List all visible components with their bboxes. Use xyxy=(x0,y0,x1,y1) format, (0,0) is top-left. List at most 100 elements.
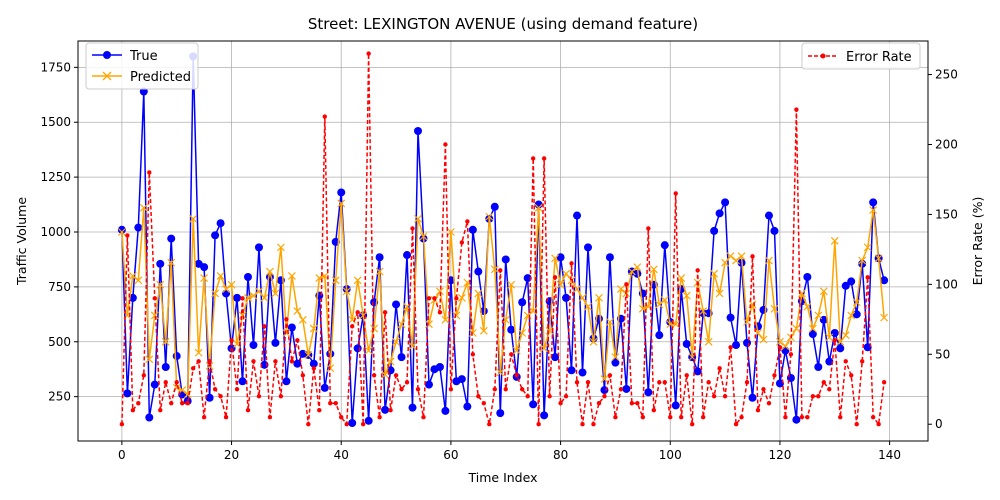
point-predicted xyxy=(880,313,889,322)
point-true xyxy=(605,253,614,262)
point-error-rate xyxy=(706,380,711,385)
point-error-rate xyxy=(437,310,443,315)
point-predicted xyxy=(457,293,466,302)
point-predicted xyxy=(348,315,357,324)
point-predicted xyxy=(649,265,658,274)
y-tick-label: 1750 xyxy=(40,60,71,74)
point-true xyxy=(408,403,417,412)
point-error-rate xyxy=(174,380,179,385)
point-true xyxy=(293,359,302,368)
point-error-rate xyxy=(344,422,349,427)
point-predicted xyxy=(156,280,165,289)
point-error-rate xyxy=(733,422,739,427)
point-error-rate xyxy=(465,219,470,224)
point-predicted xyxy=(847,311,856,320)
point-error-rate xyxy=(410,226,415,231)
y2-tick-label: 250 xyxy=(935,68,958,82)
point-predicted xyxy=(293,307,302,315)
point-error-rate xyxy=(317,408,322,413)
point-predicted xyxy=(468,329,477,337)
legend-left: True Predicted xyxy=(85,42,199,90)
point-predicted xyxy=(682,291,691,300)
point-predicted xyxy=(852,298,861,307)
point-error-rate xyxy=(377,415,382,420)
legend-right-box xyxy=(801,42,921,70)
point-true xyxy=(792,415,801,424)
point-predicted xyxy=(238,311,247,320)
point-predicted xyxy=(282,329,291,337)
y-tick-label: 250 xyxy=(48,390,71,404)
point-true xyxy=(584,243,592,252)
point-true xyxy=(200,263,209,272)
point-true xyxy=(710,226,719,235)
point-error-rate xyxy=(147,170,152,175)
point-error-rate xyxy=(673,191,678,196)
point-true xyxy=(172,352,181,361)
point-predicted xyxy=(304,351,313,359)
point-true xyxy=(655,331,664,340)
point-true xyxy=(743,338,752,347)
point-predicted xyxy=(584,302,592,311)
point-predicted xyxy=(721,258,730,267)
y2-tick-label: 200 xyxy=(935,137,958,151)
x-tick-label: 60 xyxy=(443,448,458,462)
point-true xyxy=(117,225,126,234)
point-true xyxy=(441,406,450,415)
point-predicted xyxy=(704,337,713,346)
point-error-rate xyxy=(492,387,497,392)
point-error-rate xyxy=(196,359,201,364)
point-predicted xyxy=(128,271,137,280)
point-predicted xyxy=(518,329,527,337)
point-predicted xyxy=(161,337,170,346)
point-predicted xyxy=(606,318,614,326)
point-predicted xyxy=(233,340,241,348)
point-predicted xyxy=(249,291,258,300)
point-predicted xyxy=(134,276,143,285)
point-true xyxy=(501,255,510,264)
point-error-rate xyxy=(256,394,262,399)
point-predicted xyxy=(677,274,686,283)
point-true xyxy=(847,277,856,286)
point-predicted xyxy=(671,320,680,329)
point-true xyxy=(128,293,137,302)
point-predicted xyxy=(194,348,203,357)
point-predicted xyxy=(436,287,444,296)
point-error-rate xyxy=(870,415,876,420)
point-predicted xyxy=(145,355,154,364)
point-error-rate xyxy=(185,401,190,406)
point-error-rate xyxy=(212,387,218,392)
point-error-rate xyxy=(136,401,141,406)
point-predicted xyxy=(534,203,543,212)
point-true xyxy=(852,310,861,319)
point-true xyxy=(222,289,231,298)
point-predicted xyxy=(150,311,159,320)
point-predicted xyxy=(540,344,549,353)
legend-error-marker xyxy=(820,53,826,59)
point-error-rate xyxy=(750,254,755,259)
point-error-rate xyxy=(865,275,870,280)
y2-tick-label: 150 xyxy=(935,207,958,221)
point-error-rate xyxy=(618,387,624,392)
point-true xyxy=(490,202,499,211)
point-predicted xyxy=(353,276,362,285)
point-error-rate xyxy=(476,394,481,399)
chart-title: Street: LEXINGTON AVENUE (using demand f… xyxy=(308,15,698,33)
point-true xyxy=(468,225,477,234)
point-error-rate xyxy=(487,422,492,427)
point-predicted xyxy=(397,320,406,329)
point-error-rate xyxy=(306,422,311,427)
point-error-rate xyxy=(805,415,810,420)
point-error-rate xyxy=(470,352,476,357)
point-error-rate xyxy=(448,387,454,392)
point-predicted xyxy=(655,300,664,309)
point-error-rate xyxy=(498,268,503,273)
point-predicted xyxy=(792,324,801,333)
point-true xyxy=(693,367,702,376)
point-true xyxy=(633,269,642,278)
point-error-rate xyxy=(223,415,229,420)
point-true xyxy=(474,267,483,276)
series-line-error-rate xyxy=(121,52,885,425)
point-error-rate xyxy=(657,380,662,385)
x-tick-label: 100 xyxy=(659,448,682,462)
point-predicted xyxy=(485,212,494,221)
